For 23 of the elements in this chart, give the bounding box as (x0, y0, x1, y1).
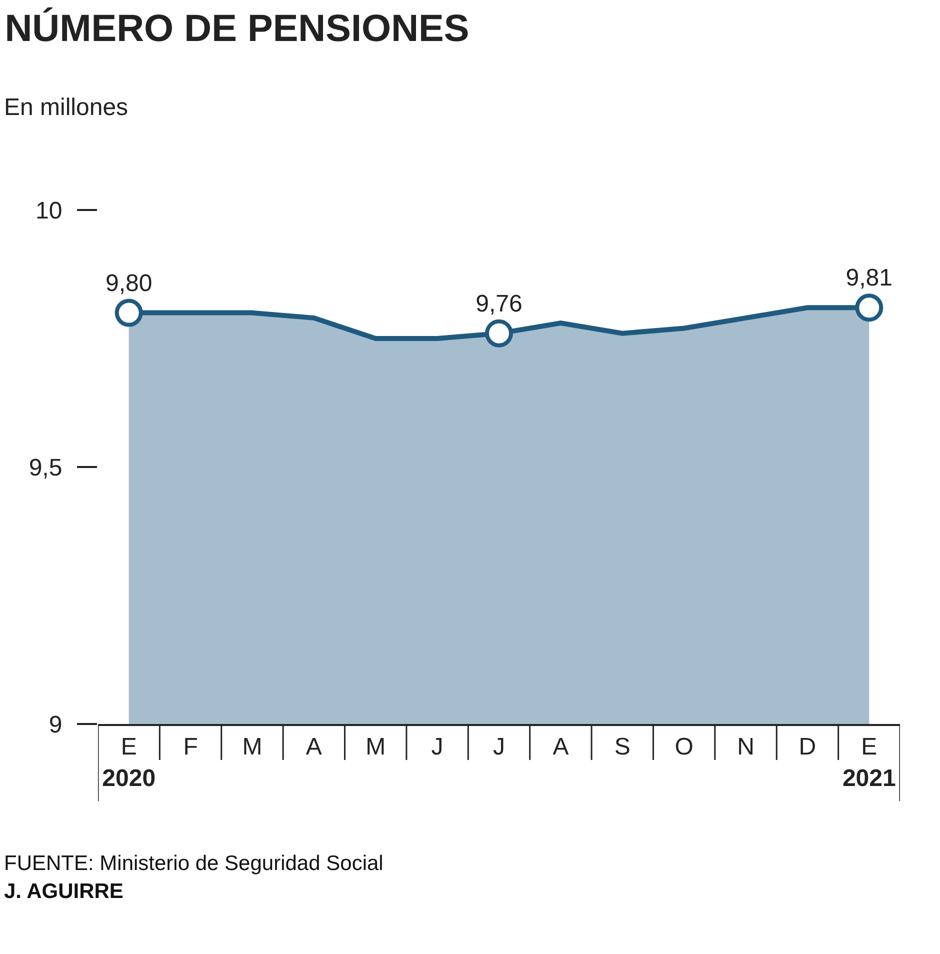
x-tick-label: J (493, 734, 505, 761)
chart-subtitle: En millones (4, 94, 128, 121)
source-note: FUENTE: Ministerio de Seguridad Social (4, 852, 384, 875)
x-tick-label: A (552, 734, 569, 761)
y-tick-label: 10 (35, 197, 62, 224)
x-tick-label: A (306, 734, 322, 761)
x-tick-label: S (614, 734, 630, 761)
y-tick-label: 9,5 (28, 454, 62, 482)
y-tick-label: 9 (48, 711, 62, 738)
x-tick-label: N (737, 734, 754, 761)
data-label: 9,76 (476, 290, 522, 318)
text: J. AGUIRRE (4, 880, 124, 903)
x-tick-label: M (242, 734, 262, 761)
x-tick-label: F (183, 734, 198, 761)
chart-title: NÚMERO DE PENSIONES (4, 6, 470, 50)
x-tick-label: M (366, 734, 386, 761)
x-tick-label: J (431, 734, 444, 761)
x-tick-label: E 2021 (842, 734, 896, 792)
x-tick-label: D (798, 734, 816, 761)
data-label: 9,80 (105, 270, 152, 297)
data-label: 9,81 (846, 264, 893, 292)
x-tick-label: E 2020 (102, 734, 156, 792)
x-tick-label: O (674, 734, 694, 761)
